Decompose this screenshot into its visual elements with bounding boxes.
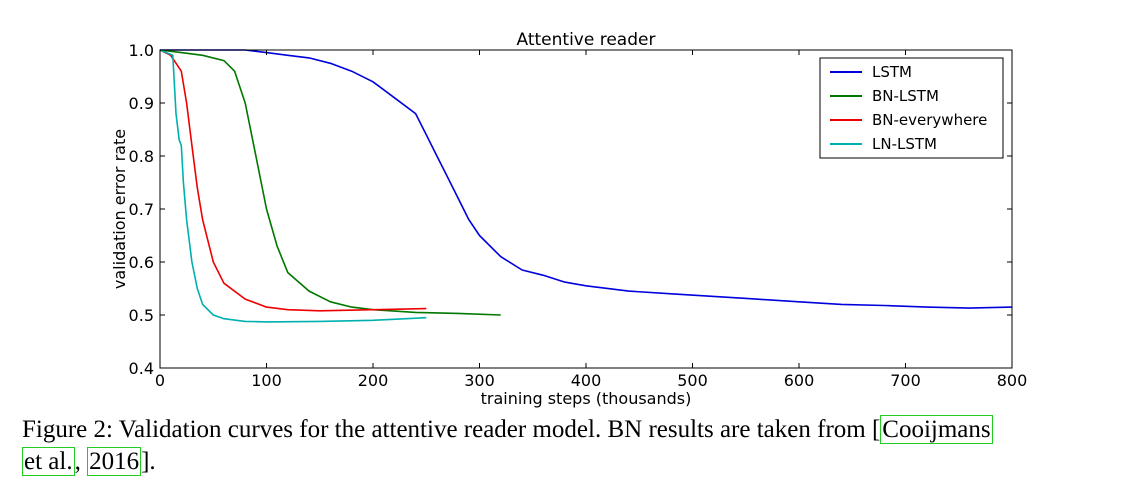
citation-link-author[interactable]: Cooijmans	[880, 415, 993, 444]
chart-area: 0 100 200 300 400 500 600 700 800 0.4 0.5 0.6 0.7 0.8…	[110, 30, 1028, 408]
y-axis-label: validation error rate	[110, 129, 129, 289]
series-line-lstm	[160, 49, 1012, 309]
caption-text: Figure 2: Validation curves for the atte…	[22, 416, 881, 443]
x-tick-label: 0	[155, 371, 165, 390]
x-tick-label: 200	[358, 371, 389, 390]
y-tick-label: 0.5	[129, 306, 154, 325]
x-tick-label: 600	[784, 371, 815, 390]
legend-label-lstm: LSTM	[872, 63, 912, 81]
series-line-bn-lstm	[160, 49, 501, 316]
series-line-bn-everywhere	[160, 49, 427, 312]
legend-label-bn-lstm: BN-LSTM	[872, 87, 939, 105]
series-line-ln-lstm	[160, 49, 427, 323]
attentive-reader-chart: 0 100 200 300 400 500 600 700 800 0.4 0.5 0.6 0.7 0.8…	[110, 30, 1028, 408]
y-tick-label: 0.4	[129, 359, 154, 378]
figure-caption: Figure 2: Validation curves for the atte…	[22, 414, 1132, 478]
y-tick-label: 0.7	[129, 200, 154, 219]
y-tick-label: 0.6	[129, 253, 154, 272]
x-tick-label: 400	[571, 371, 602, 390]
y-tick-label: 1.0	[129, 41, 154, 60]
y-tick-label: 0.8	[129, 147, 154, 166]
caption-separator: ,	[74, 448, 88, 475]
x-tick-label: 300	[464, 371, 495, 390]
x-tick-label: 100	[251, 371, 282, 390]
caption-end: ].	[141, 448, 156, 475]
citation-link-year[interactable]: 2016	[87, 447, 142, 476]
chart-title: Attentive reader	[517, 30, 656, 50]
x-axis-label: training steps (thousands)	[481, 389, 692, 408]
x-tick-label: 800	[997, 371, 1028, 390]
legend-label-bn-everywhere: BN-everywhere	[872, 111, 987, 129]
legend-label-ln-lstm: LN-LSTM	[872, 135, 937, 153]
x-tick-label: 500	[677, 371, 708, 390]
citation-link-etal[interactable]: et al.	[22, 447, 75, 476]
y-tick-label: 0.9	[129, 94, 154, 113]
x-tick-label: 700	[890, 371, 921, 390]
legend-box	[819, 57, 1004, 159]
